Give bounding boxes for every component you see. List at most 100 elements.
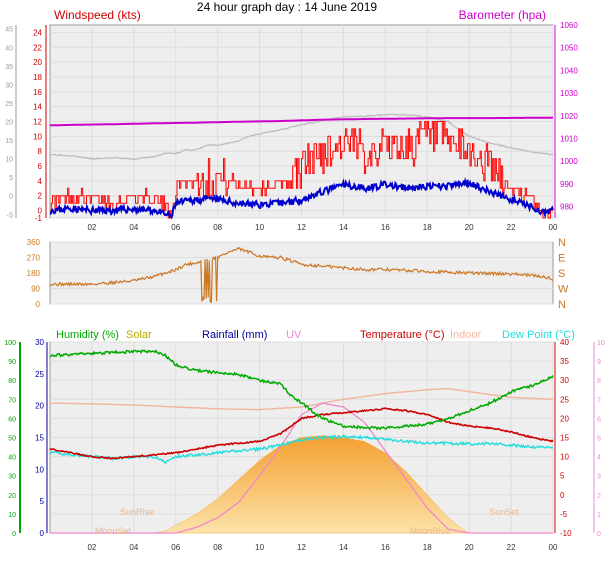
temperature-time-tick-label: 20 <box>465 543 474 552</box>
wind-time-tick-label: 10 <box>255 223 264 232</box>
temperature-legend: Humidity (%) Solar Rainfall (mm) UV Temperat… <box>56 329 575 341</box>
temperature-time-tick-label: 18 <box>423 543 432 552</box>
pressure-trace-line <box>49 113 554 161</box>
legend-entry: Humidity (%) <box>56 329 119 341</box>
uv-tick-label: 3 <box>597 474 601 481</box>
temperature-tick-label: 25 <box>560 395 569 404</box>
legend-entry: Temperature (°C) <box>360 329 444 341</box>
compass-label: N <box>558 299 566 311</box>
humidity-tick-label: 0 <box>12 531 16 538</box>
humidity-tick-label: 70 <box>8 397 16 404</box>
windspeed-axis-label: Windspeed (kts) <box>54 8 141 22</box>
humidity-tick-label: 80 <box>8 378 16 385</box>
windspeed-tick-label: 20 <box>33 58 42 67</box>
compass-label: N <box>558 237 566 249</box>
rainfall-tick-label: 20 <box>35 402 44 411</box>
barometer-axis-label: Barometer (hpa) <box>459 8 546 22</box>
sun-moon-annotations: SunRise MoonSet SunSet MoonRise <box>95 507 519 536</box>
windspeed-tick-label: 18 <box>33 73 42 82</box>
legend-entry: Rainfall (mm) <box>202 329 267 341</box>
barometer-tick-label: 1050 <box>560 44 578 53</box>
sun-moon-label: SunSet <box>489 507 519 517</box>
legend-entry: Solar <box>126 329 152 341</box>
sun-moon-label: SunRise <box>120 507 154 517</box>
rainfall-tick-label: 15 <box>35 434 44 443</box>
rainfall-tick-label: 10 <box>35 465 44 474</box>
windspeed-tick-label: 22 <box>33 43 42 52</box>
direction-tick-label: 90 <box>31 285 40 294</box>
outer-speed-tick-label: 30 <box>5 82 13 89</box>
humidity-tick-label: 10 <box>8 512 16 519</box>
sun-moon-label: MoonRise <box>410 526 451 536</box>
windspeed-tick-label: 8 <box>38 147 43 156</box>
barometer-tick-label: 1000 <box>560 157 578 166</box>
uv-tick-label: 9 <box>597 359 601 366</box>
temperature-time-tick-label: 14 <box>339 543 348 552</box>
humidity-tick-label: 20 <box>8 493 16 500</box>
direction-series <box>49 246 554 303</box>
legend-entry: Dew Point (°C) <box>502 329 575 341</box>
uv-tick-label: 8 <box>597 378 601 385</box>
wind-time-tick-label: 16 <box>381 223 390 232</box>
windspeed-tick-label: 12 <box>33 118 42 127</box>
windspeed-tick-label: 16 <box>33 88 42 97</box>
windspeed-tick-label: 24 <box>33 28 42 37</box>
direction-tick-label: 360 <box>27 238 41 247</box>
temperature-time-tick-label: 12 <box>297 543 306 552</box>
temperature-tick-label: -5 <box>560 510 568 519</box>
compass-label: S <box>558 268 565 280</box>
humidity-tick-label: 40 <box>8 455 16 462</box>
indoor-temperature-line <box>50 387 553 411</box>
temperature-time-tick-label: 10 <box>255 543 264 552</box>
temperature-tick-label: -10 <box>560 529 572 538</box>
wind-time-tick-label: 06 <box>171 223 180 232</box>
barometer-tick-label: 1010 <box>560 135 578 144</box>
outer-speed-axis: -5 0 5 10 15 20 25 30 35 40 45 <box>5 25 17 219</box>
temperature-tick-label: 0 <box>560 491 565 500</box>
temperature-time-tick-label: 08 <box>213 543 222 552</box>
uv-tick-label: 4 <box>597 455 601 462</box>
rainfall-tick-label: 5 <box>40 497 45 506</box>
wind-time-tick-label: 20 <box>465 223 474 232</box>
wind-time-tick-label: 22 <box>507 223 516 232</box>
wind-time-tick-label: 12 <box>297 223 306 232</box>
barometer-axis: 980 990 1000 1010 1020 1030 1040 1050 1060 <box>554 21 578 218</box>
outer-speed-tick-label: 20 <box>5 120 13 127</box>
humidity-tick-label: 100 <box>4 340 16 347</box>
temperature-series <box>49 349 554 534</box>
barometer-tick-label: 990 <box>560 180 574 189</box>
outer-speed-tick-label: 35 <box>5 64 13 71</box>
windspeed-tick-label: 14 <box>33 103 42 112</box>
temperature-line <box>49 407 554 460</box>
barometer-line <box>49 116 553 127</box>
compass-label: E <box>558 253 565 265</box>
barometer-tick-label: 1020 <box>560 112 578 121</box>
average-wind-line <box>49 177 554 220</box>
temperature-tick-label: 40 <box>560 338 569 347</box>
outer-speed-tick-label: 5 <box>9 175 13 182</box>
uv-tick-label: 1 <box>597 512 601 519</box>
temperature-tick-label: 20 <box>560 414 569 423</box>
temperature-tick-label: 15 <box>560 434 569 443</box>
rainfall-tick-label: 25 <box>35 370 44 379</box>
humidity-tick-label: 60 <box>8 416 16 423</box>
temperature-tick-label: 35 <box>560 357 569 366</box>
uv-tick-label: 2 <box>597 493 601 500</box>
uv-tick-label: 0 <box>597 531 601 538</box>
wind-time-tick-label: 14 <box>339 223 348 232</box>
rainfall-tick-label: 0 <box>40 529 45 538</box>
temperature-tick-label: 30 <box>560 376 569 385</box>
outer-speed-tick-label: 45 <box>5 27 13 34</box>
direction-grid <box>50 241 553 305</box>
windspeed-tick-label: -1 <box>35 214 43 223</box>
temperature-time-tick-label: 00 <box>549 543 558 552</box>
barometer-tick-label: 1030 <box>560 89 578 98</box>
humidity-line <box>49 349 554 431</box>
uv-tick-label: 5 <box>597 436 601 443</box>
wind-time-axis: 02 04 06 08 10 12 14 16 18 20 22 00 <box>87 223 558 232</box>
gust-line <box>50 121 553 219</box>
uv-tick-label: 7 <box>597 397 601 404</box>
